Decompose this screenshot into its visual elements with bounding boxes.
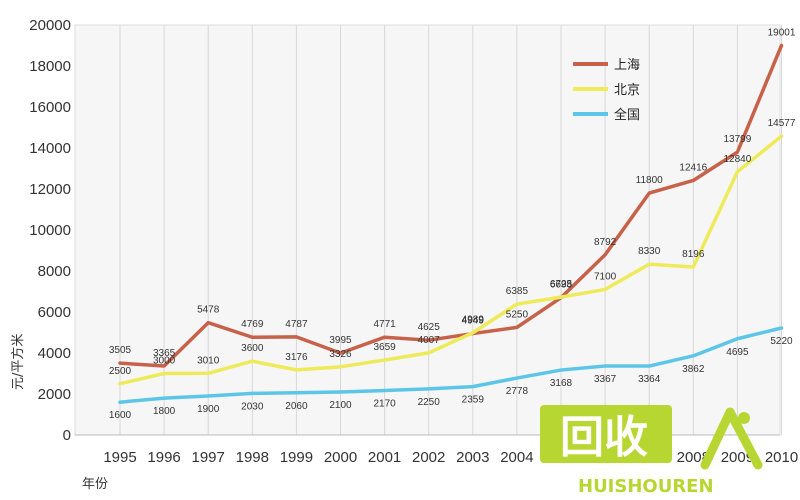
data-label: 1900 xyxy=(197,404,220,415)
y-tick-label: 20000 xyxy=(29,17,71,34)
data-labels: 3505 3365 5478 4769 4787 3995 4771 4625 4949 5250… xyxy=(109,27,796,421)
y-axis-title: 元/平方米 xyxy=(10,334,26,390)
y-tick-label: 18000 xyxy=(29,58,71,75)
data-label: 3010 xyxy=(197,355,220,366)
data-label: 6698 xyxy=(550,280,573,291)
x-tick-label: 2004 xyxy=(500,449,533,466)
data-label: 2500 xyxy=(109,366,132,377)
watermark-person-icon xyxy=(700,407,763,470)
data-label: 2359 xyxy=(462,395,485,406)
watermark-logo-box xyxy=(540,405,672,463)
watermark-person-head xyxy=(738,412,750,424)
series-line-0 xyxy=(118,43,784,368)
data-label: 5220 xyxy=(770,336,793,347)
data-label: 4625 xyxy=(418,322,441,333)
series-line-1 xyxy=(118,134,784,386)
data-label: 13799 xyxy=(723,134,751,145)
legend-label: 上海 xyxy=(614,58,640,73)
data-label: 4695 xyxy=(726,347,749,358)
data-label: 2250 xyxy=(418,397,441,408)
data-label: 8330 xyxy=(638,246,661,257)
series-line-2 xyxy=(118,326,784,404)
y-tick-label: 14000 xyxy=(29,140,71,157)
data-label: 6725 xyxy=(550,279,573,290)
legend-label: 全国 xyxy=(614,107,640,123)
x-tick-label: 1998 xyxy=(236,449,269,466)
data-label: 4989 xyxy=(462,315,485,326)
x-tick-label: 1996 xyxy=(147,449,180,466)
y-tick-label: 0 xyxy=(63,427,71,444)
data-label: 3326 xyxy=(329,349,352,360)
plot-area xyxy=(74,24,781,436)
data-label: 3365 xyxy=(153,348,176,359)
x-tick-label: 1997 xyxy=(192,449,225,466)
y-tick-label: 16000 xyxy=(29,99,71,116)
data-label: 3367 xyxy=(594,374,617,385)
data-label: 3364 xyxy=(638,374,661,385)
x-axis-title: 年份 xyxy=(82,477,108,492)
x-tick-label: 1999 xyxy=(280,449,313,466)
series-lines xyxy=(118,43,784,404)
y-tick-label: 4000 xyxy=(38,345,71,362)
data-label: 5250 xyxy=(506,309,529,320)
x-tick-label: 2002 xyxy=(412,449,445,466)
x-axis: 1995 1996 1997 1998 1999 2000 2001 2002 2003 2004… xyxy=(103,449,798,466)
data-label: 2060 xyxy=(285,401,308,412)
data-label: 3168 xyxy=(550,378,573,389)
y-tick-label: 2000 xyxy=(38,386,71,403)
data-label: 4769 xyxy=(241,319,264,330)
data-label: 3995 xyxy=(329,335,352,346)
y-axis: 0 2000 4000 6000 8000 10000 12000 14000 16000 180… xyxy=(29,17,71,444)
x-tick-label: 2009 xyxy=(721,449,754,466)
y-tick-label: 6000 xyxy=(38,304,71,321)
x-tick-label: 2010 xyxy=(765,449,798,466)
watermark-logo-text: 回收 xyxy=(560,412,648,463)
data-label: 8792 xyxy=(594,237,617,248)
data-label: 6385 xyxy=(506,286,529,297)
data-label: 14577 xyxy=(768,118,796,129)
data-label: 4787 xyxy=(285,319,308,330)
data-label: 2778 xyxy=(506,386,529,397)
data-label: 3659 xyxy=(373,342,396,353)
data-label: 7100 xyxy=(594,271,617,282)
data-label: 3600 xyxy=(241,343,264,354)
x-tick-label: 2003 xyxy=(456,449,489,466)
y-tick-label: 8000 xyxy=(38,263,71,280)
data-label: 11800 xyxy=(636,175,664,186)
x-tick-label: 2001 xyxy=(368,449,401,466)
data-label: 1600 xyxy=(109,410,132,421)
data-label: 4771 xyxy=(373,319,396,330)
data-label: 1800 xyxy=(153,406,176,417)
data-label: 3176 xyxy=(285,352,308,363)
data-label: 8196 xyxy=(682,249,705,260)
data-label: 12840 xyxy=(723,154,751,165)
data-label: 2170 xyxy=(373,399,396,410)
watermark-sub-text: HUISHOUREN xyxy=(578,476,714,497)
y-tick-label: 10000 xyxy=(29,222,71,239)
data-label: 3000 xyxy=(153,356,176,367)
x-tick-label: 2000 xyxy=(324,449,357,466)
data-label: 4007 xyxy=(418,335,441,346)
data-label: 19001 xyxy=(768,27,796,38)
y-tick-label: 12000 xyxy=(29,181,71,198)
data-label: 2030 xyxy=(241,401,264,412)
data-label: 12416 xyxy=(679,162,707,173)
x-tick-label: 1995 xyxy=(103,449,136,466)
watermark: 回收 HUISHOUREN xyxy=(540,405,763,497)
data-label: 2100 xyxy=(329,400,352,411)
legend-label: 北京 xyxy=(614,83,640,98)
data-label: 5478 xyxy=(197,305,220,316)
data-label: 3505 xyxy=(109,345,132,356)
data-label: 3862 xyxy=(682,364,705,375)
data-label: 4949 xyxy=(462,316,485,327)
